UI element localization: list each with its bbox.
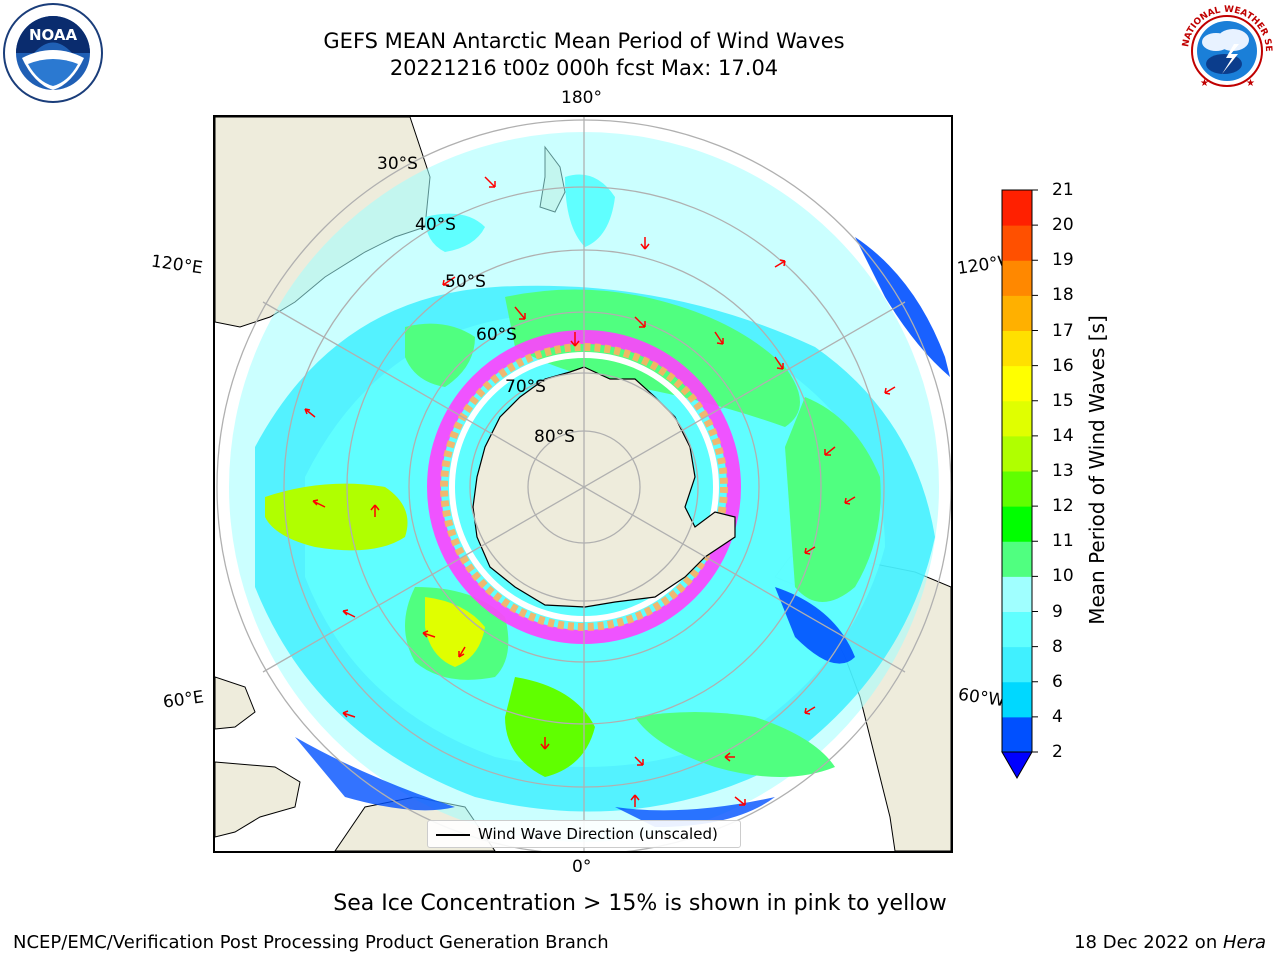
colorbar-segment: [1002, 506, 1032, 542]
colorbar: [1000, 186, 1040, 786]
colorbar-segment: [1002, 716, 1032, 753]
colorbar-segment: [1002, 225, 1032, 261]
colorbar-tick-label: 17: [1052, 320, 1074, 341]
lon-label-60w: 60°W: [956, 684, 1007, 712]
colorbar-underflow-arrow: [1001, 751, 1033, 780]
lat-label-50s: 50°S: [445, 272, 486, 292]
legend-line-sample: [436, 834, 470, 836]
svg-text:★: ★: [1200, 78, 1209, 89]
colorbar-tick-label: 19: [1052, 250, 1074, 271]
colorbar-tick-label: 14: [1052, 425, 1074, 446]
colorbar-tick-label: 9: [1052, 601, 1063, 622]
colorbar-tick-label: 20: [1052, 215, 1074, 236]
colorbar-segment: [1002, 681, 1032, 718]
colorbar-segment: [1002, 471, 1032, 507]
polar-map: 30°S 40°S 50°S 60°S 70°S 80°S Wind Wave …: [213, 115, 953, 853]
colorbar-segment: [1002, 295, 1032, 331]
colorbar-tick-label: 11: [1052, 531, 1074, 552]
colorbar-segment: [1002, 260, 1032, 296]
colorbar-segment: [1002, 435, 1032, 472]
colorbar-tick-label: 16: [1052, 355, 1074, 376]
legend-label: Wind Wave Direction (unscaled): [478, 825, 718, 843]
svg-text:★: ★: [1246, 78, 1255, 89]
map-canvas: [215, 117, 951, 851]
colorbar-tick-label: 10: [1052, 566, 1074, 587]
colorbar-ticks: 2 4 6 8 9 10 11 12 13 14 15 16 17 18 19 20 21: [1050, 180, 1090, 762]
colorbar-segment: [1002, 330, 1032, 367]
colorbar-tick-label: 6: [1052, 671, 1063, 692]
lat-label-80s: 80°S: [534, 427, 575, 447]
colorbar-segment: [1002, 646, 1032, 683]
colorbar-tick-label: 8: [1052, 636, 1063, 657]
colorbar-segment: [1002, 611, 1032, 648]
graticule: [216, 117, 951, 851]
chart-title: GEFS MEAN Antarctic Mean Period of Wind …: [323, 29, 845, 53]
colorbar-tick-label: 4: [1052, 706, 1063, 727]
colorbar-segment: [1002, 541, 1032, 577]
date-text: 18 Dec 2022 on: [1074, 932, 1223, 953]
colorbar-tick-label: 2: [1052, 742, 1063, 762]
date-host: Hera: [1222, 932, 1266, 953]
noaa-logo-text: NOAA: [29, 26, 78, 44]
chart-subtitle: 20221216 t00z 000h fcst Max: 17.04: [389, 56, 779, 80]
colorbar-segment: [1002, 576, 1032, 612]
colorbar-tick-label: 21: [1052, 180, 1074, 200]
colorbar-tick-label: 18: [1052, 285, 1074, 306]
colorbar-tick-label: 15: [1052, 390, 1074, 411]
colorbar-tick-label: 13: [1052, 461, 1074, 481]
colorbar-segment: [1002, 190, 1032, 226]
sea-ice-note-text: Sea Ice Concentration > 15% is shown in …: [333, 891, 947, 916]
colorbar-label: Mean Period of Wind Waves [s]: [1085, 315, 1109, 625]
credit-line: NCEP/EMC/Verification Post Processing Pr…: [13, 932, 609, 953]
lat-label-60s: 60°S: [476, 325, 517, 345]
colorbar-tick-label: 12: [1052, 496, 1074, 517]
colorbar-segment: [1002, 400, 1032, 437]
antarctica-landmass: [472, 366, 736, 608]
lon-label-180: 180°: [561, 88, 602, 108]
colorbar-graphic: [1001, 189, 1038, 780]
date-line: 18 Dec 2022 on Hera: [1074, 932, 1266, 953]
lon-label-0: 0°: [572, 857, 592, 877]
lat-label-30s: 30°S: [377, 154, 418, 174]
lon-label-60e: 60°E: [161, 687, 206, 713]
lon-label-120e: 120°E: [149, 251, 204, 279]
wave-direction-arrows: [304, 176, 896, 807]
map-legend: Wind Wave Direction (unscaled): [427, 820, 741, 848]
lat-label-70s: 70°S: [505, 377, 546, 397]
sea-ice-note: Sea Ice Concentration > 15% is shown in …: [0, 891, 1280, 916]
noaa-logo: NOAA: [2, 2, 104, 104]
nws-logo: NATIONAL WEATHER SERVICE ★ ★: [1173, 0, 1278, 102]
lat-label-40s: 40°S: [415, 215, 456, 235]
colorbar-segment: [1002, 365, 1032, 402]
